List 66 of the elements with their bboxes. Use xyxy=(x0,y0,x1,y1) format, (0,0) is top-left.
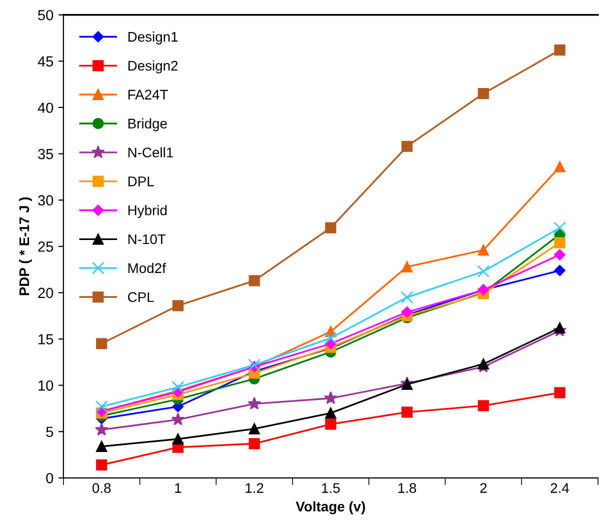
y-tick-label: 15 xyxy=(38,334,54,344)
point xyxy=(96,440,108,452)
x-tick-label: 2.4 xyxy=(550,483,570,493)
point xyxy=(248,438,260,450)
point xyxy=(172,380,184,394)
y-tick-label: 35 xyxy=(38,148,54,160)
point xyxy=(94,422,108,436)
point xyxy=(478,400,489,412)
legend-label: Bridge xyxy=(128,118,167,132)
point xyxy=(325,222,336,234)
point xyxy=(172,300,184,312)
point xyxy=(478,88,489,100)
x-tick-label: 2 xyxy=(480,483,487,493)
point xyxy=(401,261,413,272)
y-tick-label: 0 xyxy=(46,473,54,484)
x-axis-title: Voltage (v) xyxy=(296,501,365,514)
legend-label: N-10T xyxy=(128,234,166,244)
x-tick-label: 0.8 xyxy=(92,483,111,493)
y-tick-label: 40 xyxy=(38,102,54,113)
point xyxy=(554,44,566,56)
legend-label: CPL xyxy=(128,292,154,302)
point xyxy=(248,396,261,410)
point xyxy=(554,222,566,234)
y-tick-label: 45 xyxy=(38,56,54,67)
y-tick-label: 30 xyxy=(38,195,54,206)
point xyxy=(96,459,108,470)
point xyxy=(325,418,336,430)
point xyxy=(401,140,413,152)
point xyxy=(478,244,489,256)
legend-label: Mod2f xyxy=(128,262,166,274)
legend-label: Design2 xyxy=(128,60,178,74)
y-axis-title: PDP ( * E-17 J ) xyxy=(18,197,32,296)
point xyxy=(554,322,566,334)
point xyxy=(248,423,260,434)
x-tick-label: 1.5 xyxy=(322,483,340,493)
x-tick-label: 1.8 xyxy=(398,483,416,493)
y-tick-label: 5 xyxy=(46,426,54,438)
x-tick-label: 1 xyxy=(175,483,182,493)
point xyxy=(324,391,338,404)
point xyxy=(401,306,413,318)
point xyxy=(401,406,413,418)
point xyxy=(95,400,108,413)
point xyxy=(325,408,336,419)
point xyxy=(324,332,337,344)
point xyxy=(400,291,414,304)
point xyxy=(554,387,566,398)
point xyxy=(172,433,184,445)
x-tick-label: 1.2 xyxy=(246,483,264,493)
point xyxy=(248,275,260,286)
point xyxy=(554,249,566,260)
point xyxy=(477,265,490,278)
y-tick-label: 50 xyxy=(38,10,54,20)
point xyxy=(554,237,566,248)
point xyxy=(171,412,185,426)
y-tick-label: 10 xyxy=(38,380,54,391)
point xyxy=(554,264,566,276)
legend-label: DPL xyxy=(128,176,154,186)
legend-label: Design1 xyxy=(128,32,178,44)
point xyxy=(96,338,108,350)
point xyxy=(554,161,566,172)
legend-label: Hybrid xyxy=(128,205,167,218)
y-tick-label: 20 xyxy=(38,288,54,298)
point xyxy=(478,358,489,370)
legend-label: FA24T xyxy=(128,90,168,100)
legend-label: N-Cell1 xyxy=(128,147,173,158)
y-tick-label: 25 xyxy=(38,241,54,252)
